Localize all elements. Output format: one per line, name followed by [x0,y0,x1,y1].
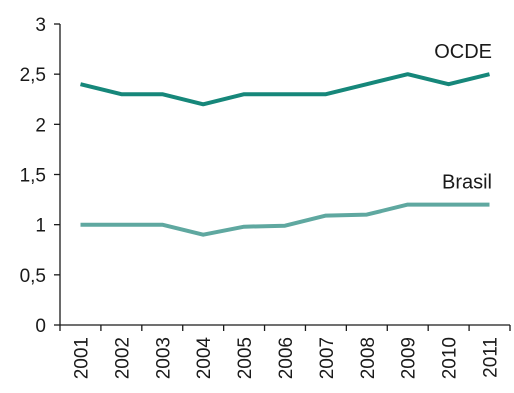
series-line-ocde [80,72,490,107]
x-tick-label: 2010 [440,337,461,379]
y-tick-label: 0,5 [20,266,46,287]
x-tick-label: 2007 [317,337,338,379]
y-tick-label: 0 [35,316,46,337]
x-ticks: 2001 2002 2003 2004 2005 2006 2007 2008 2009 2010… [59,325,511,380]
x-tick-label: 2006 [276,337,297,379]
x-tick-label: 2005 [235,337,256,379]
y-tick-label: 2,5 [20,65,46,86]
series-label-brasil: Brasil [442,172,492,194]
series-label-ocde: OCDE [434,41,492,63]
x-tick-label: 2009 [399,337,420,379]
series-group [80,72,490,237]
y-ticks: 0 0,5 1 1,5 2 2,5 3 [20,15,60,337]
series-line-brasil [80,202,490,237]
y-tick-label: 2 [35,115,46,136]
x-tick-label: 2004 [194,337,215,380]
x-tick-label: 2003 [153,337,174,379]
y-tick-label: 1 [35,216,46,237]
x-tick-label: 2001 [71,337,92,379]
x-tick-label: 2011 [481,337,502,378]
x-tick-label: 2008 [358,337,379,379]
series-labels: OCDE Brasil [434,41,492,193]
y-tick-label: 1,5 [20,166,46,187]
y-tick-label: 3 [35,15,46,36]
x-tick-label: 2002 [112,337,133,379]
